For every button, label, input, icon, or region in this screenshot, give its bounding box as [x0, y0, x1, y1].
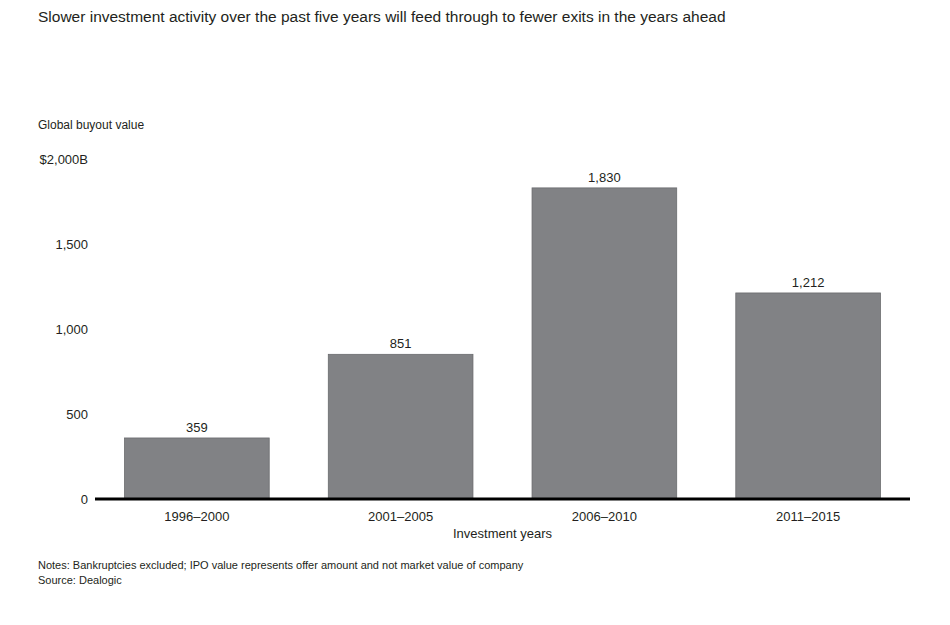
data-label: 851 — [390, 336, 412, 351]
x-tick-label: 2006–2010 — [572, 509, 637, 524]
bar — [125, 438, 270, 499]
y-tick-label: 0 — [81, 492, 88, 507]
note: Source: Dealogic — [38, 574, 122, 586]
x-tick-label: 2001–2005 — [368, 509, 433, 524]
chart: Slower investment activity over the past… — [0, 0, 950, 625]
y-tick-label: $2,000B — [40, 152, 88, 167]
x-tick-label: 2011–2015 — [776, 509, 840, 524]
title: Slower investment activity over the past… — [38, 8, 726, 25]
x-axis-label: Investment years — [453, 526, 552, 541]
note: Notes: Bankruptcies excluded; IPO value … — [38, 559, 524, 571]
data-label: 359 — [186, 420, 208, 435]
y-axis-label: Global buyout value — [38, 118, 144, 132]
x-tick-label: 1996–2000 — [164, 509, 229, 524]
y-tick-label: 1,500 — [55, 237, 88, 252]
y-tick-label: 1,000 — [55, 322, 88, 337]
bar — [328, 354, 473, 499]
bar — [736, 293, 881, 499]
bars — [125, 188, 881, 499]
data-label: 1,212 — [792, 275, 825, 290]
bar — [532, 188, 677, 499]
y-tick-label: 500 — [66, 407, 88, 422]
x-axis-line — [95, 498, 910, 501]
data-label: 1,830 — [588, 170, 621, 185]
